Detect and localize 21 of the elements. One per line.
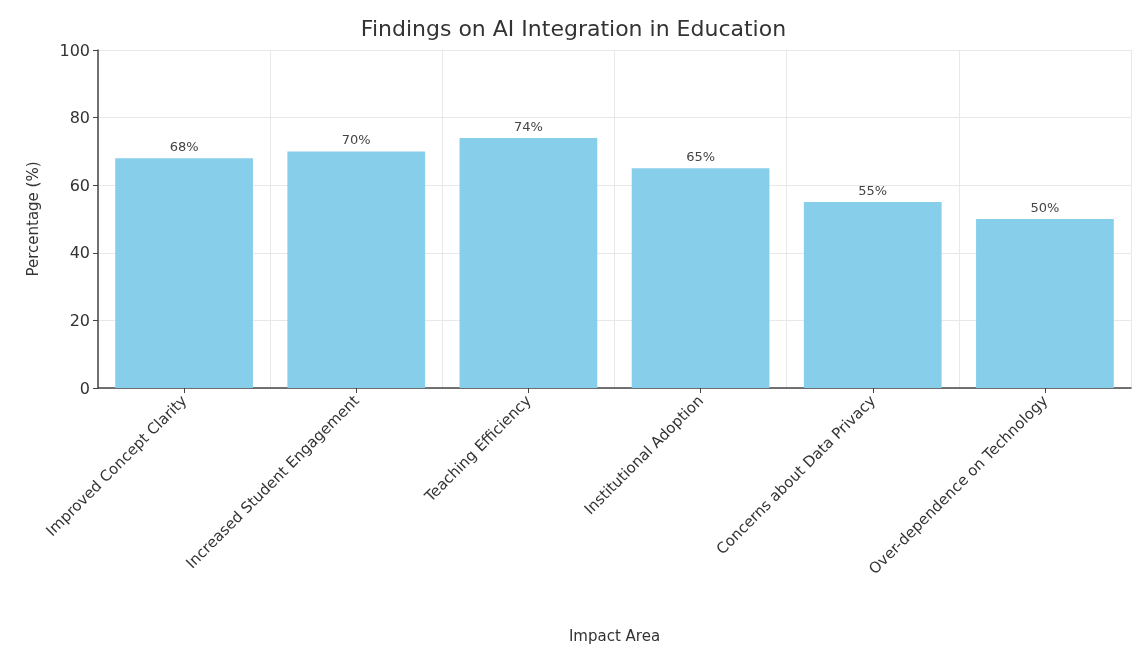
bar <box>803 202 942 388</box>
bar <box>631 168 770 388</box>
y-tick-label: 80 <box>69 108 90 128</box>
bar <box>459 137 598 388</box>
bar <box>115 158 253 388</box>
y-tick-label: 100 <box>59 40 90 60</box>
y-tick-label: 0 <box>79 378 90 398</box>
bar <box>976 219 1114 388</box>
data-label: 68% <box>169 139 199 155</box>
y-tick-label: 40 <box>69 243 90 263</box>
y-axis-title: Percentage (%) <box>23 161 42 277</box>
chart-title: Findings on AI Integration in Education <box>360 15 787 41</box>
data-label: 50% <box>1030 200 1060 215</box>
y-tick-label: 60 <box>69 175 90 195</box>
bar <box>287 151 426 388</box>
data-label: 55% <box>858 183 888 199</box>
x-axis-title: Impact Area <box>568 626 661 645</box>
y-tick-label: 20 <box>69 310 90 330</box>
data-label: 65% <box>686 149 716 165</box>
data-label: 74% <box>513 118 543 134</box>
data-label: 70% <box>341 132 371 148</box>
